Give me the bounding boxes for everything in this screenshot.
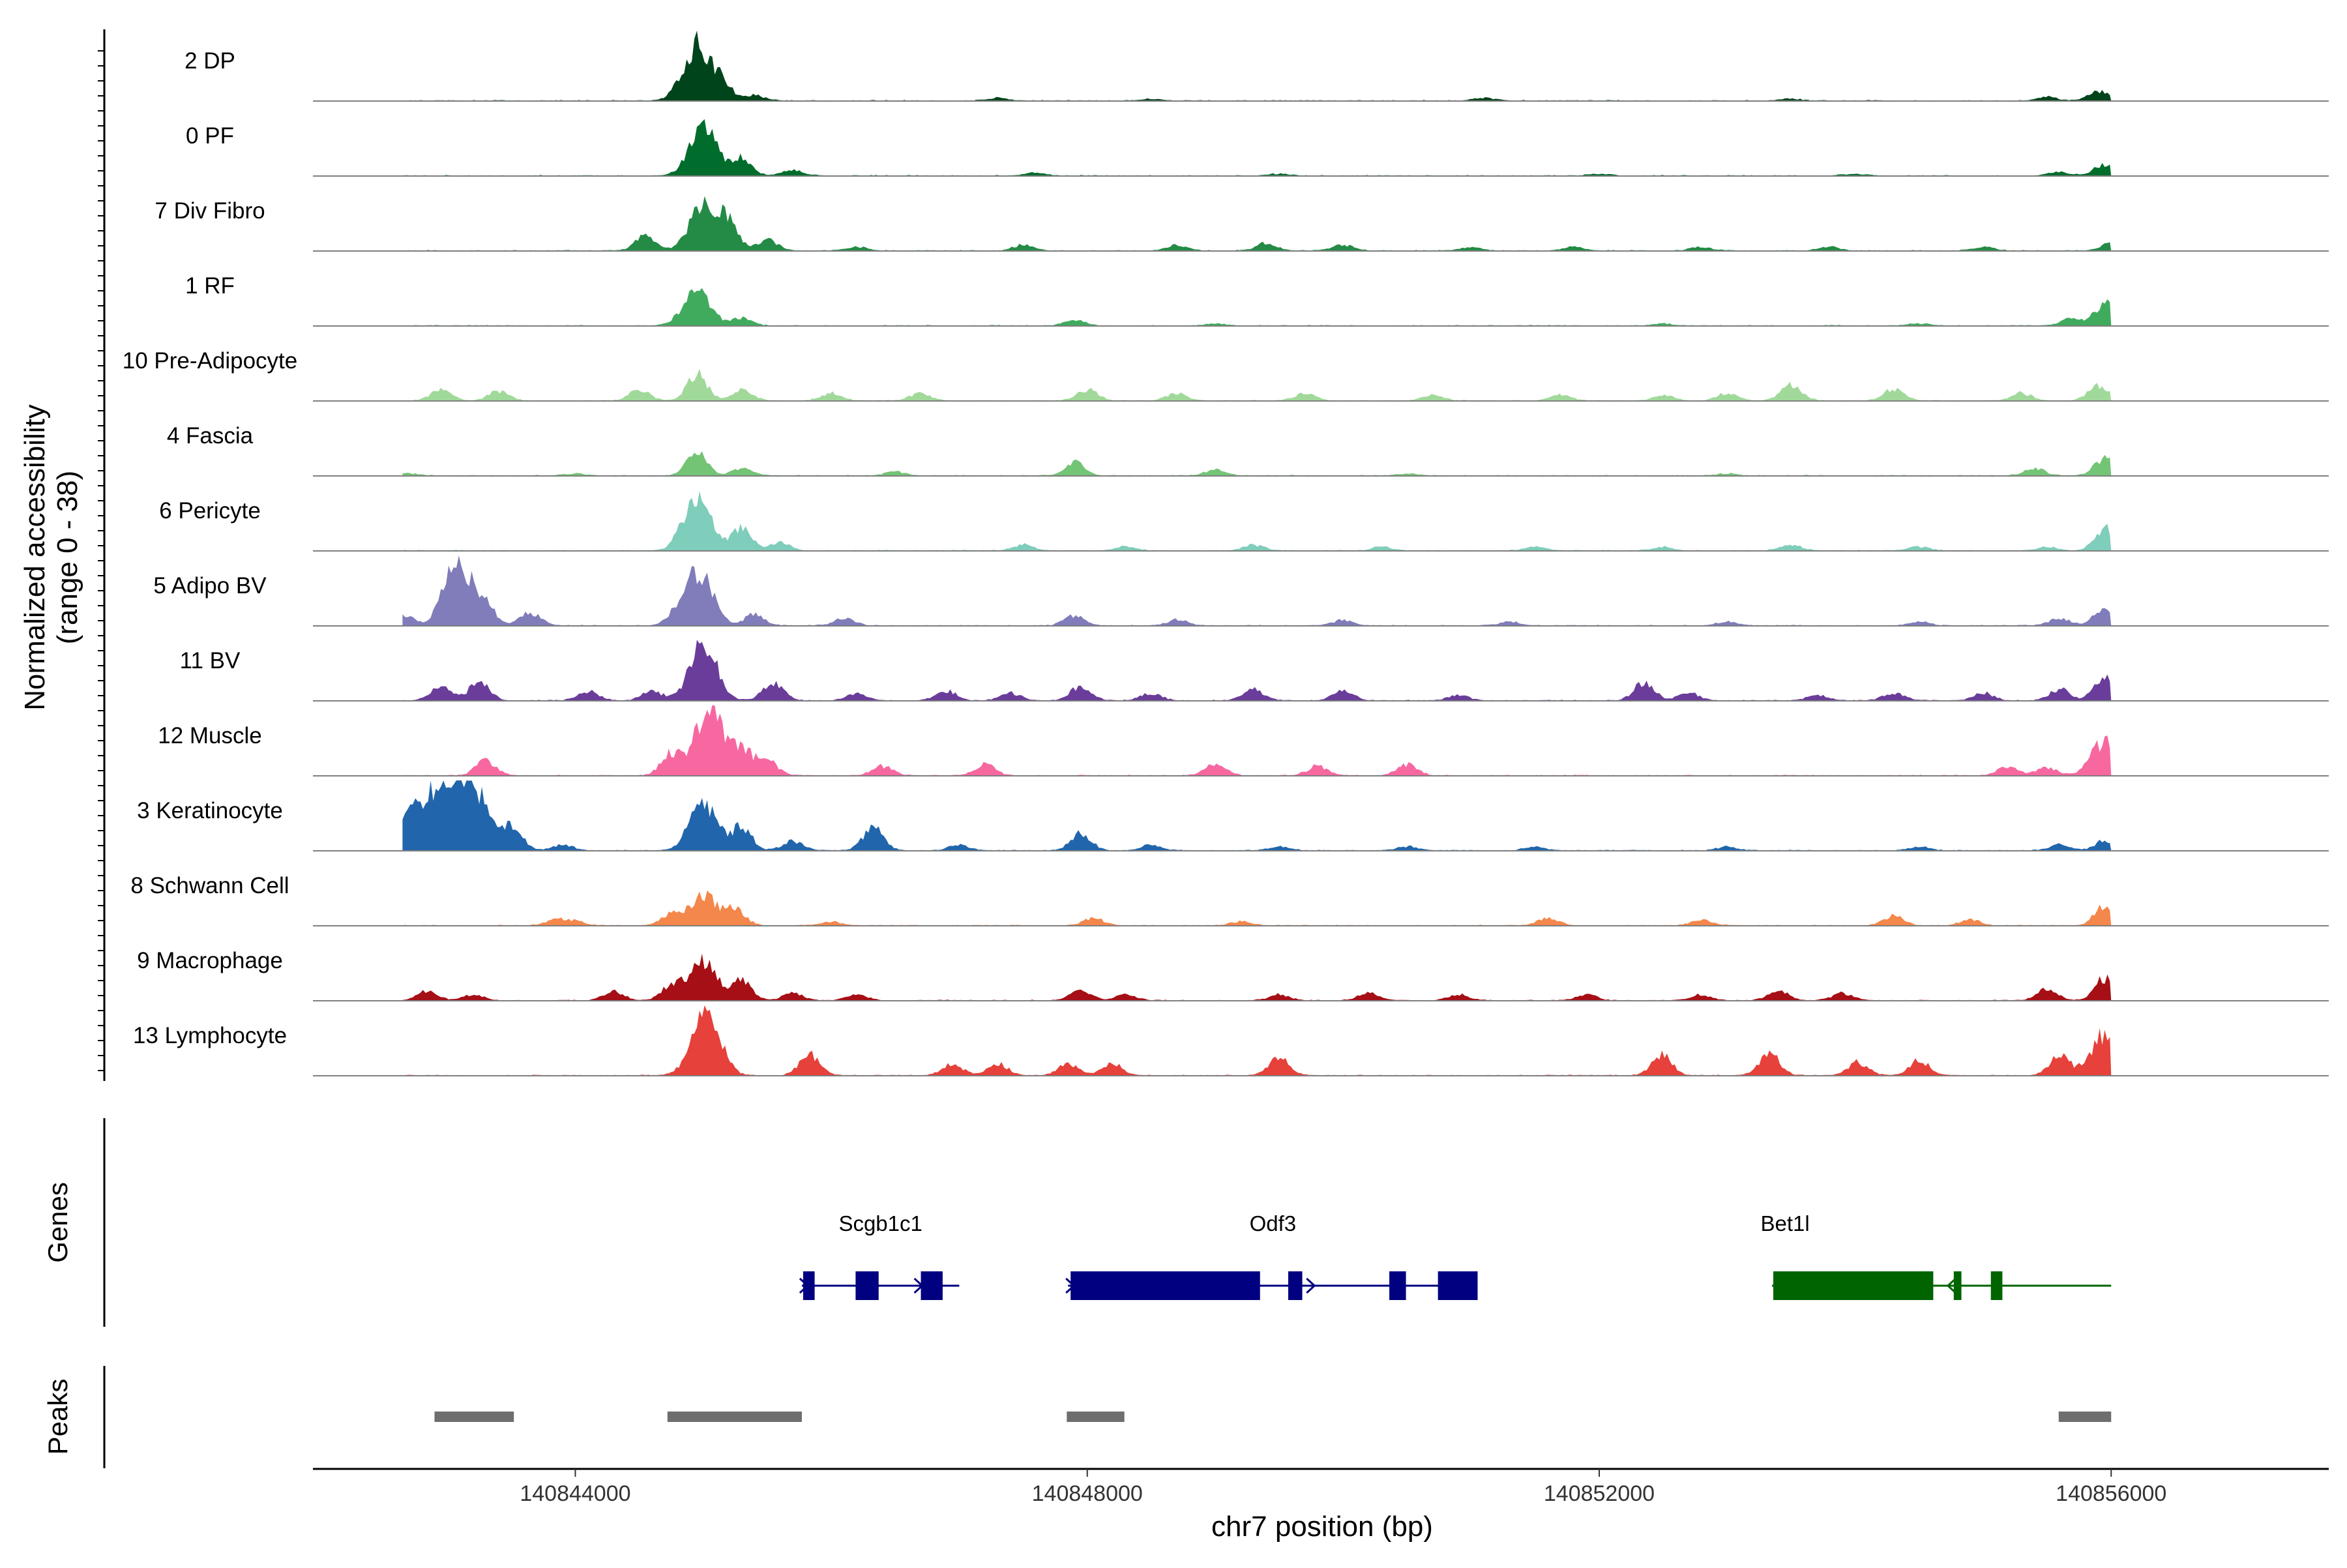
y-axis: Normalized accessibility (range 0 - 38) bbox=[19, 29, 106, 1081]
x-tick-label: 140848000 bbox=[1032, 1481, 1143, 1506]
track-label: 2 DP bbox=[185, 48, 235, 74]
track-3: 7 Div Fibro bbox=[155, 196, 2329, 252]
gene-name-label: Scgb1c1 bbox=[838, 1211, 922, 1235]
track-label: 4 Fascia bbox=[167, 423, 254, 449]
track-label: 10 Pre-Adipocyte bbox=[123, 348, 297, 374]
gene-odf3: Odf3 bbox=[1065, 1211, 1478, 1300]
track-coverage-area bbox=[402, 705, 2112, 776]
track-14: 13 Lymphocyte bbox=[133, 1005, 2329, 1076]
track-coverage-area bbox=[402, 555, 2112, 626]
gene-exon bbox=[1288, 1271, 1303, 1300]
track-coverage-area bbox=[402, 953, 2112, 1001]
track-coverage-area bbox=[402, 890, 2112, 926]
peak-region bbox=[667, 1412, 802, 1422]
track-label: 3 Keratinocyte bbox=[137, 798, 283, 823]
gene-exon bbox=[1389, 1271, 1406, 1300]
track-1: 2 DP bbox=[185, 31, 2329, 102]
track-coverage-area bbox=[402, 119, 2112, 176]
x-axis: 140844000 140848000 140852000 140856000 chr… bbox=[313, 1468, 2329, 1543]
strand-arrow bbox=[1065, 1277, 1076, 1294]
x-axis-title: chr7 position (bp) bbox=[1211, 1511, 1433, 1543]
track-8: 5 Adipo BV bbox=[153, 555, 2329, 627]
gene-name-label: Bet1l bbox=[1761, 1211, 1810, 1235]
track-label: 5 Adipo BV bbox=[153, 573, 267, 599]
gene-exon bbox=[1070, 1271, 1260, 1300]
track-coverage-area bbox=[402, 288, 2112, 326]
track-12: 8 Schwann Cell bbox=[130, 873, 2329, 926]
track-13: 9 Macrophage bbox=[137, 948, 2329, 1001]
y-axis-ticks bbox=[98, 50, 104, 1071]
strand-arrow bbox=[913, 1277, 924, 1294]
track-4: 1 RF bbox=[185, 273, 2329, 327]
y-axis-title: Normalized accessibility bbox=[19, 404, 51, 710]
track-5: 10 Pre-Adipocyte bbox=[123, 348, 2329, 402]
track-2: 0 PF bbox=[186, 119, 2329, 177]
track-10: 12 Muscle bbox=[158, 705, 2329, 777]
peak-region bbox=[2058, 1412, 2112, 1422]
track-label: 13 Lymphocyte bbox=[133, 1023, 287, 1048]
peak-region bbox=[434, 1412, 514, 1422]
track-9: 11 BV bbox=[180, 640, 2329, 702]
gene-exon bbox=[921, 1271, 943, 1300]
strand-arrow bbox=[1946, 1277, 1956, 1294]
gene-exon bbox=[855, 1271, 879, 1300]
gene-scgb1c1: Scgb1c1 bbox=[799, 1211, 960, 1300]
peaks-panel: Peaks bbox=[42, 1366, 2112, 1468]
track-coverage-area bbox=[402, 780, 2112, 851]
track-label: 9 Macrophage bbox=[137, 948, 283, 973]
track-coverage-area bbox=[402, 196, 2112, 251]
peak-region bbox=[1067, 1412, 1125, 1422]
track-label: 6 Pericyte bbox=[159, 498, 261, 524]
track-label: 7 Div Fibro bbox=[155, 198, 265, 224]
track-11: 3 Keratinocyte bbox=[137, 780, 2329, 851]
track-label: 0 PF bbox=[186, 123, 234, 149]
gene-exon bbox=[1990, 1271, 2003, 1300]
track-coverage-area bbox=[402, 491, 2112, 551]
peaks-panel-title: Peaks bbox=[42, 1379, 73, 1455]
gene-exon bbox=[1953, 1271, 1962, 1300]
track-coverage-area bbox=[402, 640, 2112, 701]
gene-exon bbox=[1438, 1271, 1478, 1300]
track-6: 4 Fascia bbox=[167, 423, 2329, 477]
y-axis-subtitle: (range 0 - 38) bbox=[52, 471, 83, 645]
strand-arrow bbox=[1306, 1277, 1316, 1294]
genes-panel: Genes Scgb1c1 Odf3 Bet1l bbox=[42, 1118, 2112, 1327]
strand-arrow bbox=[799, 1277, 810, 1294]
gene-exon bbox=[1773, 1271, 1934, 1300]
track-label: 11 BV bbox=[180, 648, 241, 673]
track-coverage-area bbox=[402, 31, 2112, 101]
x-tick-label: 140856000 bbox=[2056, 1481, 2166, 1506]
track-label: 12 Muscle bbox=[158, 723, 262, 748]
track-coverage-area bbox=[402, 451, 2112, 476]
track-coverage-area bbox=[402, 1005, 2112, 1076]
track-label: 1 RF bbox=[185, 273, 235, 299]
track-coverage-area bbox=[402, 368, 2112, 401]
track-7: 6 Pericyte bbox=[159, 491, 2329, 552]
x-axis-ticks: 140844000 140848000 140852000 140856000 bbox=[520, 1469, 2166, 1506]
x-tick-label: 140852000 bbox=[1544, 1481, 1655, 1506]
gene-name-label: Odf3 bbox=[1250, 1211, 1297, 1235]
coverage-tracks: 2 DP 0 PF 7 Div Fibro 1 RF 10 Pre-Adipocyte 4… bbox=[123, 31, 2329, 1076]
gene-bet1l: Bet1l bbox=[1761, 1211, 2112, 1300]
track-label: 8 Schwann Cell bbox=[130, 873, 289, 898]
x-tick-label: 140844000 bbox=[520, 1481, 630, 1506]
genes-panel-title: Genes bbox=[42, 1182, 73, 1263]
